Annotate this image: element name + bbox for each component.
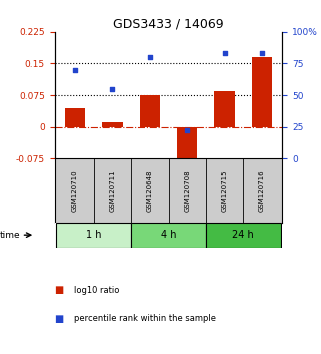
Text: GSM120711: GSM120711 <box>109 169 116 212</box>
Point <box>73 67 78 73</box>
Bar <box>177 127 197 169</box>
Title: GDS3433 / 14069: GDS3433 / 14069 <box>113 18 224 31</box>
Bar <box>56 223 131 248</box>
Text: 24 h: 24 h <box>232 230 254 240</box>
Text: percentile rank within the sample: percentile rank within the sample <box>74 314 216 323</box>
Text: 1 h: 1 h <box>86 230 101 240</box>
Text: GSM120710: GSM120710 <box>72 169 78 212</box>
Bar <box>252 57 272 127</box>
Bar <box>102 121 123 127</box>
Bar <box>131 223 206 248</box>
Text: ■: ■ <box>55 285 64 295</box>
Bar <box>214 91 235 127</box>
Point <box>222 51 227 56</box>
Point <box>110 86 115 92</box>
Text: GSM120716: GSM120716 <box>259 169 265 212</box>
Text: GSM120708: GSM120708 <box>184 169 190 212</box>
Text: ■: ■ <box>55 314 64 324</box>
Point <box>259 51 265 56</box>
Point <box>147 54 152 60</box>
Bar <box>65 108 85 127</box>
Text: GSM120715: GSM120715 <box>221 169 228 212</box>
Text: GSM120648: GSM120648 <box>147 169 153 212</box>
Text: time: time <box>0 231 21 240</box>
Point <box>185 127 190 133</box>
Bar <box>140 95 160 127</box>
Text: 4 h: 4 h <box>161 230 176 240</box>
Text: log10 ratio: log10 ratio <box>74 286 119 295</box>
Bar <box>206 223 281 248</box>
